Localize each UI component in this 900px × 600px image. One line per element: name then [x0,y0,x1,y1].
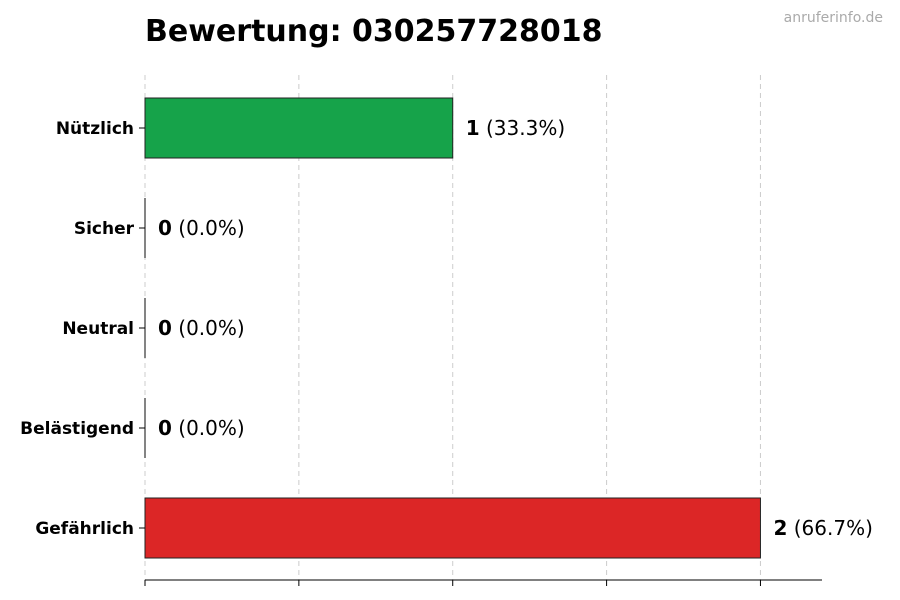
value-count: 1 [466,116,480,140]
watermark: anruferinfo.de [784,10,883,26]
chart-title: Bewertung: 030257728018 [145,14,603,49]
bar-0 [144,97,454,159]
value-label: 2 (66.7%) [773,516,872,540]
value-count: 0 [158,216,172,240]
x-axis [139,127,822,586]
category-labels: Nützlich Sicher Neutral Belästigend Gefährli… [20,119,134,539]
value-count: 2 [773,516,787,540]
value-count: 0 [158,416,172,440]
value-label: 1 (33.3%) [466,116,565,140]
category-label: Neutral [62,319,134,339]
category-label: Nützlich [56,119,134,139]
value-label: 0 (0.0%) [158,416,245,440]
value-count: 0 [158,316,172,340]
value-percent: (0.0%) [172,416,245,440]
category-label: Sicher [74,219,135,239]
value-label: 0 (0.0%) [158,316,245,340]
bar-4 [144,497,761,559]
bars [144,97,761,559]
value-label: 0 (0.0%) [158,216,245,240]
value-percent: (0.0%) [172,216,245,240]
value-percent: (66.7%) [787,516,873,540]
value-labels: 1 (33.3%)0 (0.0%)0 (0.0%)0 (0.0%)2 (66.7… [158,116,873,540]
category-label: Gefährlich [35,519,134,539]
value-percent: (33.3%) [480,116,566,140]
value-percent: (0.0%) [172,316,245,340]
category-label: Belästigend [20,419,134,439]
